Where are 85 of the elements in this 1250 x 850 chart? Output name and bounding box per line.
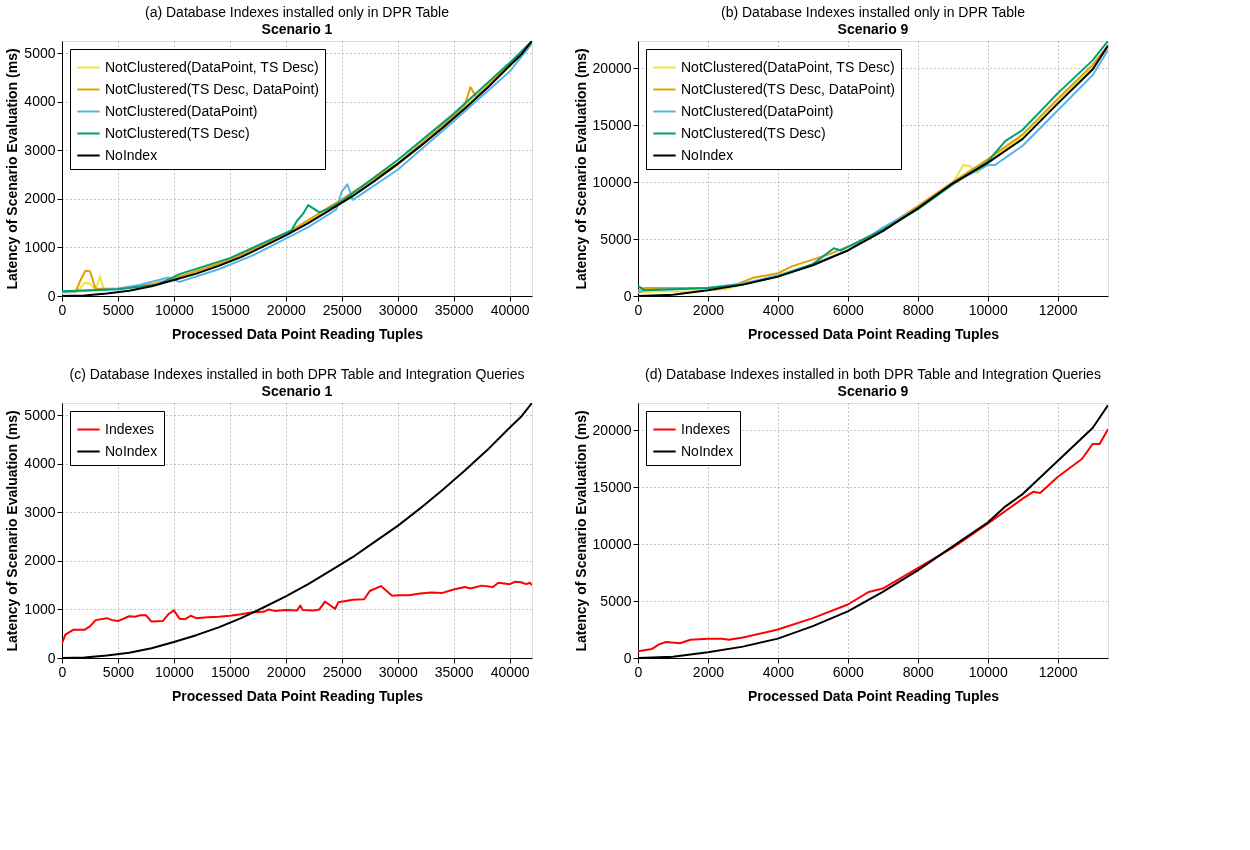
x-tick-label: 15000: [210, 663, 251, 680]
y-tick-label: 3000: [24, 141, 56, 158]
legend-label: Indexes: [681, 420, 731, 437]
legend-label: NotClustered(DataPoint): [681, 102, 834, 119]
y-tick-label: 0: [623, 649, 632, 666]
chart-subtitle: Scenario 9: [837, 21, 909, 37]
y-tick-label: 10000: [592, 173, 632, 190]
x-tick-label: 30000: [378, 663, 418, 680]
x-tick-label: 12000: [1038, 663, 1078, 680]
legend-label: Indexes: [105, 420, 155, 437]
x-tick-label: 20000: [266, 301, 306, 318]
y-tick-label: 5000: [600, 592, 632, 609]
legend-label: NoIndex: [105, 442, 158, 459]
legend-label: NotClustered(TS Desc): [681, 124, 826, 141]
x-tick-label: 0: [58, 301, 67, 318]
x-tick-label: 40000: [490, 301, 530, 318]
x-tick-label: 8000: [902, 663, 935, 680]
x-tick-label: 6000: [832, 663, 865, 680]
legend-label: NotClustered(TS Desc, DataPoint): [681, 80, 895, 97]
chart-title: (a) Database Indexes installed only in DPR Table: [144, 4, 450, 20]
legend-label: NotClustered(DataPoint, TS Desc): [105, 58, 319, 75]
x-axis-title: Processed Data Point Reading Tuples: [747, 687, 1000, 704]
legend-label: NoIndex: [681, 146, 734, 163]
x-tick-label: 0: [634, 301, 643, 318]
y-tick-label: 20000: [592, 59, 632, 76]
y-tick-label: 0: [47, 287, 56, 304]
x-tick-label: 15000: [210, 301, 251, 318]
y-tick-label: 1000: [24, 600, 56, 617]
y-tick-label: 5000: [24, 406, 56, 423]
y-tick-label: 5000: [600, 230, 632, 247]
legend-label: NotClustered(TS Desc): [105, 124, 250, 141]
legend-label: NotClustered(TS Desc, DataPoint): [105, 80, 319, 97]
legend-label: NotClustered(DataPoint, TS Desc): [681, 58, 895, 75]
legend-label: NoIndex: [105, 146, 158, 163]
x-tick-label: 4000: [762, 663, 795, 680]
x-tick-label: 4000: [762, 301, 795, 318]
x-tick-label: 0: [58, 663, 67, 680]
x-tick-label: 25000: [322, 663, 362, 680]
x-tick-label: 5000: [102, 663, 135, 680]
y-tick-label: 1000: [24, 238, 56, 255]
x-axis-title: Processed Data Point Reading Tuples: [171, 687, 424, 704]
y-tick-label: 4000: [24, 455, 56, 472]
x-tick-label: 10000: [968, 663, 1008, 680]
y-axis-title: Latency of Scenario Evaluation (ms): [4, 48, 21, 290]
legend-label: NoIndex: [681, 442, 734, 459]
x-tick-label: 10000: [154, 663, 195, 680]
y-tick-label: 4000: [24, 93, 56, 110]
x-tick-label: 10000: [968, 301, 1008, 318]
y-tick-label: 10000: [592, 535, 632, 552]
x-tick-label: 10000: [154, 301, 195, 318]
x-tick-label: 35000: [434, 663, 474, 680]
y-axis-title: Latency of Scenario Evaluation (ms): [572, 48, 589, 290]
y-axis-title: Latency of Scenario Evaluation (ms): [4, 410, 21, 652]
x-axis-title: Processed Data Point Reading Tuples: [171, 325, 424, 342]
y-tick-label: 15000: [592, 478, 632, 495]
x-tick-label: 8000: [902, 301, 935, 318]
y-tick-label: 2000: [24, 552, 56, 569]
x-tick-label: 5000: [102, 301, 135, 318]
x-tick-label: 2000: [692, 663, 725, 680]
chart-subtitle: Scenario 9: [837, 383, 909, 399]
chart-title: (b) Database Indexes installed only in DPR Table: [720, 4, 1026, 20]
x-tick-label: 0: [634, 663, 643, 680]
x-tick-label: 6000: [832, 301, 865, 318]
chart-subtitle: Scenario 1: [261, 21, 333, 37]
legend-label: NotClustered(DataPoint): [105, 102, 258, 119]
x-tick-label: 25000: [322, 301, 362, 318]
x-tick-label: 35000: [434, 301, 474, 318]
x-tick-label: 40000: [490, 663, 530, 680]
y-tick-label: 2000: [24, 190, 56, 207]
y-tick-label: 20000: [592, 421, 632, 438]
y-tick-label: 3000: [24, 503, 56, 520]
x-tick-label: 30000: [378, 301, 418, 318]
y-tick-label: 5000: [24, 44, 56, 61]
y-tick-label: 15000: [592, 116, 632, 133]
chart-title: (c) Database Indexes installed in both DPR Table and Integration Queries: [69, 366, 525, 382]
y-tick-label: 0: [47, 649, 56, 666]
y-tick-label: 0: [623, 287, 632, 304]
line-series: [62, 580, 532, 645]
y-axis-title: Latency of Scenario Evaluation (ms): [572, 410, 589, 652]
x-tick-label: 2000: [692, 301, 725, 318]
chart-title: (d) Database Indexes installed in both DPR Table and Integration Queries: [645, 366, 1101, 382]
chart-subtitle: Scenario 1: [261, 383, 333, 399]
x-axis-title: Processed Data Point Reading Tuples: [747, 325, 1000, 342]
x-tick-label: 20000: [266, 663, 306, 680]
x-tick-label: 12000: [1038, 301, 1078, 318]
